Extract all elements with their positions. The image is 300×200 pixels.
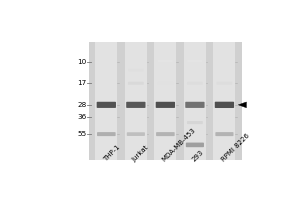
FancyBboxPatch shape: [126, 102, 146, 108]
Text: MDA-MB-453: MDA-MB-453: [161, 127, 197, 163]
Bar: [184, 42, 206, 160]
Bar: [125, 42, 147, 160]
Text: 17: 17: [77, 80, 86, 86]
FancyBboxPatch shape: [188, 60, 202, 62]
FancyBboxPatch shape: [158, 82, 173, 85]
Bar: [154, 42, 176, 160]
Text: 28: 28: [77, 102, 86, 108]
FancyBboxPatch shape: [156, 102, 175, 108]
Text: THP-1: THP-1: [102, 144, 121, 163]
FancyBboxPatch shape: [128, 69, 143, 72]
Text: 293: 293: [191, 149, 204, 163]
FancyBboxPatch shape: [127, 132, 145, 136]
Polygon shape: [238, 102, 246, 108]
FancyBboxPatch shape: [158, 69, 173, 72]
Bar: [89, 42, 242, 160]
Text: 10: 10: [77, 59, 86, 65]
FancyBboxPatch shape: [128, 82, 144, 85]
FancyBboxPatch shape: [215, 102, 234, 108]
FancyBboxPatch shape: [215, 132, 233, 136]
FancyBboxPatch shape: [217, 82, 232, 85]
Text: Jurkat: Jurkat: [132, 144, 150, 163]
FancyBboxPatch shape: [97, 102, 116, 108]
Text: 55: 55: [77, 131, 86, 137]
FancyBboxPatch shape: [187, 82, 203, 85]
FancyBboxPatch shape: [185, 102, 205, 108]
FancyBboxPatch shape: [158, 60, 173, 62]
Text: RPMI 8226: RPMI 8226: [220, 132, 250, 163]
Bar: [95, 42, 117, 160]
Bar: [213, 42, 236, 160]
Text: 36: 36: [77, 114, 86, 120]
FancyBboxPatch shape: [97, 132, 116, 136]
FancyBboxPatch shape: [187, 121, 203, 124]
FancyBboxPatch shape: [156, 132, 175, 136]
FancyBboxPatch shape: [186, 143, 204, 147]
